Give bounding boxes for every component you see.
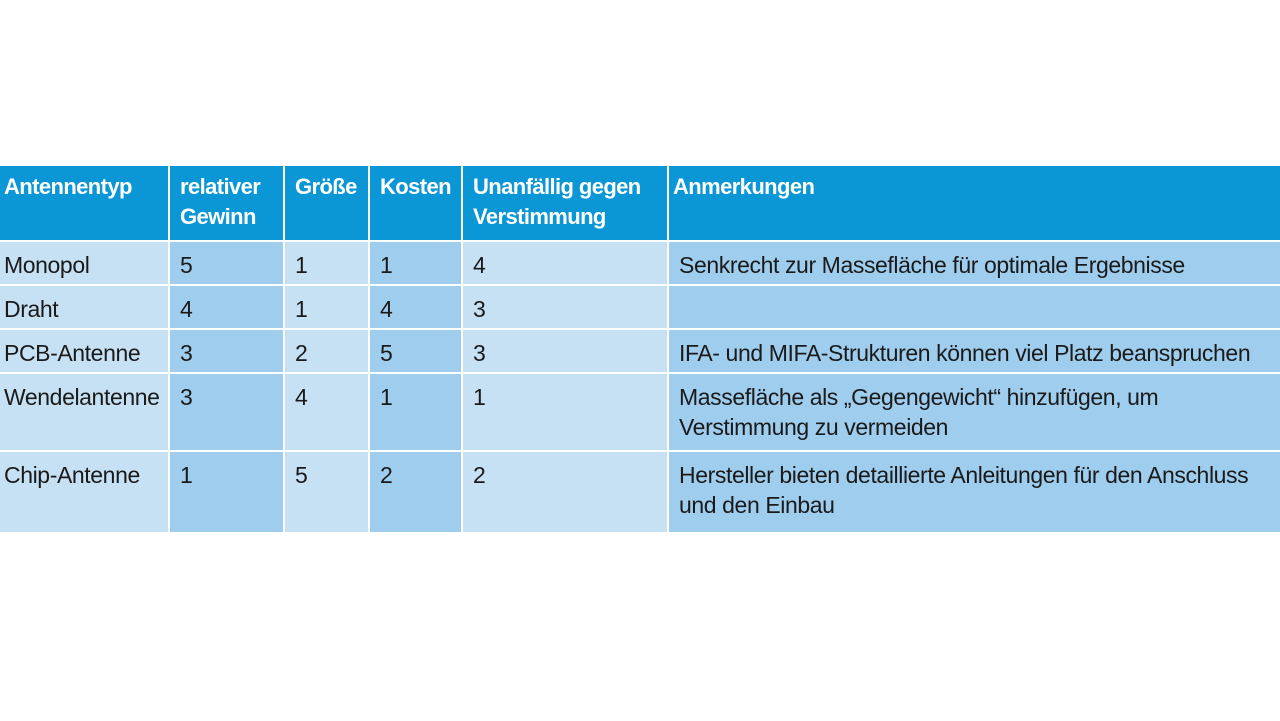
antenna-comparison-table-container: Antennentyp relativer Gewinn Größe Koste… [0,166,1280,532]
header-groesse: Größe [283,166,368,242]
cell-kosten: 1 [368,242,461,286]
cell-anmerkungen [667,286,1280,330]
cell-antennentyp: PCB-Antenne [0,330,168,374]
cell-groesse: 2 [283,330,368,374]
cell-anmerkungen: Hersteller bieten detaillierte Anleitung… [667,452,1280,532]
cell-relativer-gewinn: 4 [168,286,283,330]
antenna-comparison-table: Antennentyp relativer Gewinn Größe Koste… [0,166,1280,532]
table-row: Draht 4 1 4 3 [0,286,1280,330]
cell-anmerkungen: Massefläche als „Gegengewicht“ hinzufüge… [667,374,1280,452]
cell-unanfaellig: 1 [461,374,667,452]
table-header-row: Antennentyp relativer Gewinn Größe Koste… [0,166,1280,242]
cell-antennentyp: Wendelantenne [0,374,168,452]
cell-antennentyp: Draht [0,286,168,330]
cell-kosten: 2 [368,452,461,532]
cell-kosten: 5 [368,330,461,374]
header-kosten: Kosten [368,166,461,242]
cell-relativer-gewinn: 1 [168,452,283,532]
cell-unanfaellig: 3 [461,330,667,374]
cell-unanfaellig: 2 [461,452,667,532]
cell-groesse: 4 [283,374,368,452]
cell-antennentyp: Monopol [0,242,168,286]
cell-anmerkungen: Senkrecht zur Massefläche für optimale E… [667,242,1280,286]
cell-anmerkungen: IFA- und MIFA-Strukturen können viel Pla… [667,330,1280,374]
cell-unanfaellig: 3 [461,286,667,330]
table-row: Monopol 5 1 1 4 Senkrecht zur Massefläch… [0,242,1280,286]
cell-groesse: 1 [283,286,368,330]
table-row: Chip-Antenne 1 5 2 2 Hersteller bieten d… [0,452,1280,532]
cell-relativer-gewinn: 3 [168,374,283,452]
cell-groesse: 1 [283,242,368,286]
cell-kosten: 4 [368,286,461,330]
cell-relativer-gewinn: 3 [168,330,283,374]
cell-groesse: 5 [283,452,368,532]
header-relativer-gewinn: relativer Gewinn [168,166,283,242]
cell-kosten: 1 [368,374,461,452]
cell-antennentyp: Chip-Antenne [0,452,168,532]
cell-relativer-gewinn: 5 [168,242,283,286]
cell-unanfaellig: 4 [461,242,667,286]
header-antennentyp: Antennentyp [0,166,168,242]
header-unanfaellig-gegen-verstimmung: Unanfällig gegen Verstimmung [461,166,667,242]
header-anmerkungen: Anmerkungen [667,166,1280,242]
table-row: PCB-Antenne 3 2 5 3 IFA- und MIFA-Strukt… [0,330,1280,374]
table-row: Wendelantenne 3 4 1 1 Massefläche als „G… [0,374,1280,452]
